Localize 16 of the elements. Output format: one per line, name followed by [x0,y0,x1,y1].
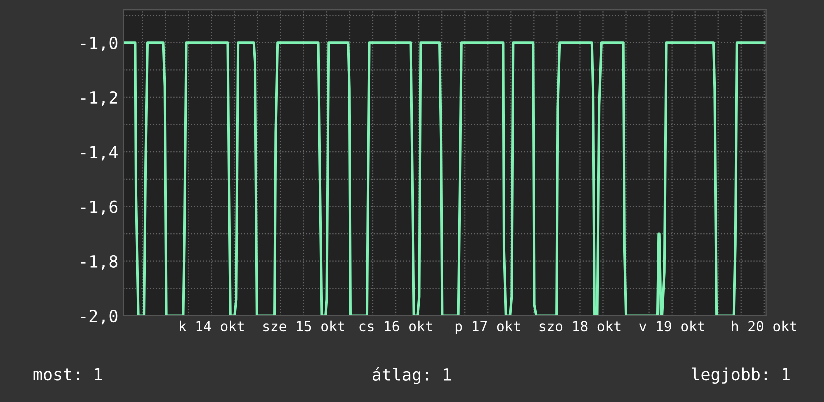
x-tick-label: szo 18 okt [540,320,621,332]
text: átlag: 1 [372,367,452,384]
y-tick-label: -1,0 [82,36,118,52]
y-tick-label: -1,8 [82,255,118,270]
x-tick-label: p 17 okt [456,320,520,334]
x-tick-label: v 19 okt [640,320,704,332]
text: legjobb: 1 [692,368,790,384]
text: most: 1 [34,368,102,381]
x-tick-label: cs 16 okt [360,320,432,332]
x-tick-label: sze 15 okt [264,320,344,332]
x-tick-label: k 14 okt [180,320,244,332]
y-tick-label: -2,0 [82,310,118,325]
y-tick-label: -1,4 [82,146,118,161]
y-tick-label: -1,6 [82,200,118,216]
y-tick-label: -1,2 [82,91,118,106]
x-tick-label: h 20 okt [732,320,796,332]
